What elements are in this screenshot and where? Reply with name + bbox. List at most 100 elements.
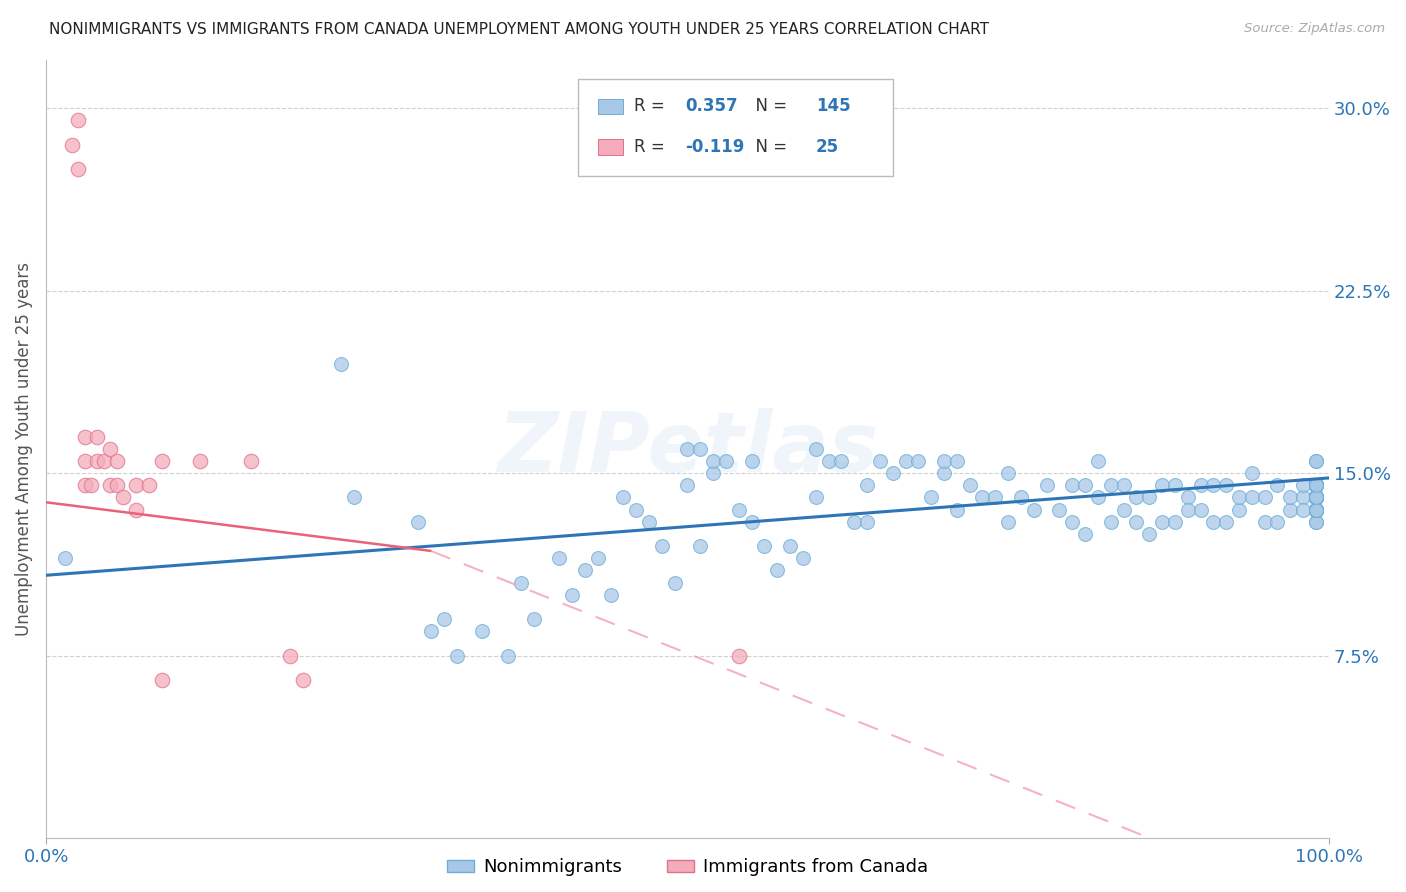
Point [1062, 478, 1084, 492]
Point [1305, 478, 1327, 492]
Point [1305, 491, 1327, 505]
Point [766, 563, 789, 577]
Point [1305, 478, 1327, 492]
Text: 0.357: 0.357 [685, 97, 738, 115]
Point [869, 454, 891, 468]
Point [291, 673, 314, 687]
Point [676, 442, 699, 456]
Point [1305, 491, 1327, 505]
Point [105, 454, 128, 468]
Point [1305, 478, 1327, 492]
Point [638, 515, 661, 529]
Point [1125, 491, 1147, 505]
Point [1227, 502, 1250, 516]
Point [105, 478, 128, 492]
Point [779, 539, 801, 553]
Point [1305, 478, 1327, 492]
Point [330, 357, 353, 371]
Point [1305, 502, 1327, 516]
Point [754, 539, 776, 553]
Point [1305, 515, 1327, 529]
Point [73, 454, 96, 468]
Point [856, 515, 879, 529]
Point [856, 478, 879, 492]
Point [420, 624, 443, 639]
Point [1137, 527, 1160, 541]
Point [1074, 527, 1097, 541]
Point [1202, 478, 1225, 492]
Point [60, 137, 83, 152]
Point [1099, 478, 1122, 492]
Text: 25: 25 [815, 137, 839, 156]
Point [1305, 502, 1327, 516]
Point [471, 624, 494, 639]
Point [804, 442, 827, 456]
FancyBboxPatch shape [598, 139, 623, 154]
Point [1305, 478, 1327, 492]
Point [1305, 502, 1327, 516]
Point [1267, 478, 1289, 492]
Point [1267, 515, 1289, 529]
Point [1305, 502, 1327, 516]
Point [112, 491, 135, 505]
Point [278, 648, 301, 663]
Point [894, 454, 917, 468]
Point [1087, 491, 1109, 505]
Point [1292, 478, 1315, 492]
Text: Source: ZipAtlas.com: Source: ZipAtlas.com [1244, 22, 1385, 36]
Point [1177, 491, 1199, 505]
Point [1279, 491, 1302, 505]
Point [446, 648, 468, 663]
Point [67, 162, 90, 177]
Point [702, 466, 724, 480]
Point [997, 466, 1019, 480]
Point [1240, 491, 1263, 505]
Point [1292, 502, 1315, 516]
Point [1305, 491, 1327, 505]
Point [1305, 478, 1327, 492]
FancyBboxPatch shape [578, 79, 893, 177]
Point [1215, 478, 1237, 492]
Point [1177, 502, 1199, 516]
Point [1074, 478, 1097, 492]
Point [73, 429, 96, 443]
Point [496, 648, 519, 663]
Point [624, 502, 647, 516]
Text: N =: N = [745, 97, 793, 115]
Point [1305, 502, 1327, 516]
Point [1137, 491, 1160, 505]
Point [433, 612, 456, 626]
Text: NONIMMIGRANTS VS IMMIGRANTS FROM CANADA UNEMPLOYMENT AMONG YOUTH UNDER 25 YEARS : NONIMMIGRANTS VS IMMIGRANTS FROM CANADA … [49, 22, 990, 37]
Point [1305, 478, 1327, 492]
Point [1305, 478, 1327, 492]
Point [920, 491, 942, 505]
Point [1112, 478, 1135, 492]
Point [1164, 478, 1187, 492]
Point [1253, 515, 1275, 529]
Point [1305, 491, 1327, 505]
Legend: Nonimmigrants, Immigrants from Canada: Nonimmigrants, Immigrants from Canada [440, 851, 935, 883]
Point [1305, 491, 1327, 505]
Point [676, 478, 699, 492]
Point [98, 478, 121, 492]
Point [689, 539, 711, 553]
Point [689, 442, 711, 456]
Point [522, 612, 544, 626]
Text: R =: R = [634, 97, 669, 115]
Y-axis label: Unemployment Among Youth under 25 years: Unemployment Among Youth under 25 years [15, 261, 32, 636]
Text: -0.119: -0.119 [685, 137, 744, 156]
Point [727, 502, 749, 516]
Point [1240, 466, 1263, 480]
Point [86, 454, 108, 468]
Point [1305, 491, 1327, 505]
Point [792, 551, 814, 566]
Point [1305, 478, 1327, 492]
Point [1305, 478, 1327, 492]
Point [741, 454, 763, 468]
Text: R =: R = [634, 137, 669, 156]
Text: N =: N = [745, 137, 793, 156]
Point [741, 515, 763, 529]
Point [1305, 502, 1327, 516]
Point [1305, 478, 1327, 492]
Point [1253, 491, 1275, 505]
